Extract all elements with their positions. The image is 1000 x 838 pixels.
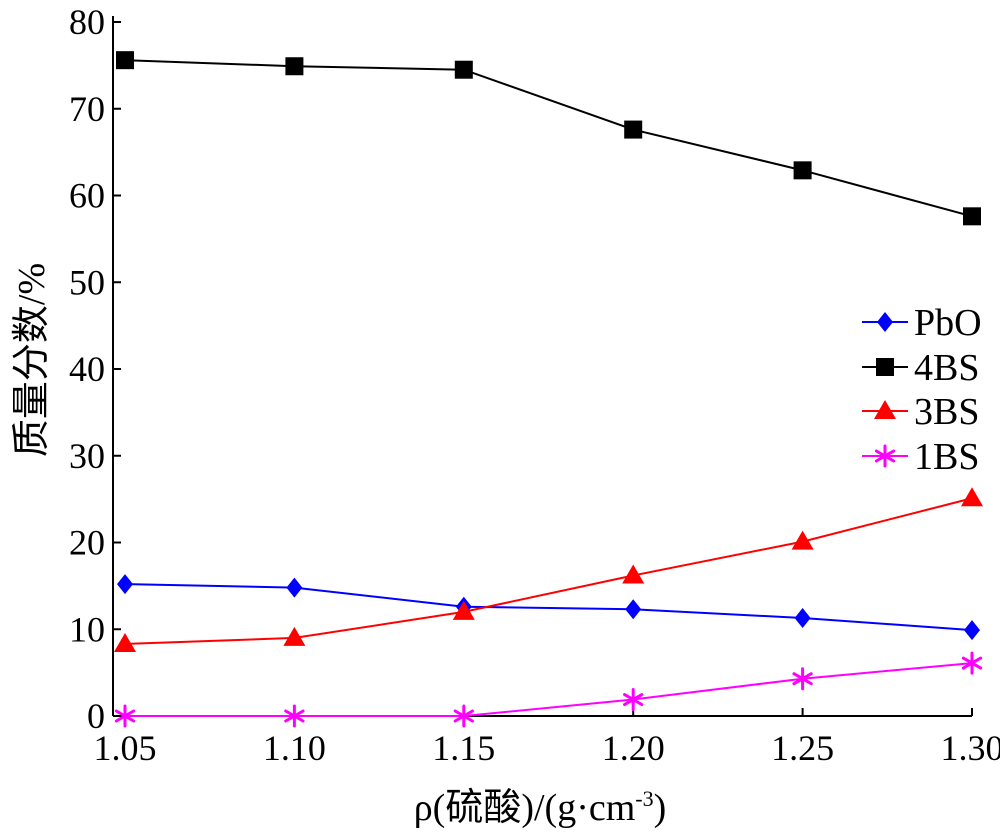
y-tick-label: 50 [69, 262, 105, 302]
y-tick-label: 60 [69, 176, 105, 216]
data-point [961, 487, 983, 506]
series-line [125, 584, 972, 630]
data-point [625, 599, 641, 619]
data-point [794, 161, 812, 179]
series-line [125, 60, 972, 216]
data-point [963, 207, 981, 225]
x-tick-label: 1.20 [602, 728, 665, 768]
y-tick-label: 20 [69, 523, 105, 563]
series-layer [114, 51, 983, 726]
series-4bs [116, 51, 981, 225]
y-tick-label: 30 [69, 436, 105, 476]
y-tick-label: 40 [69, 349, 105, 389]
legend-label: 1BS [914, 436, 979, 478]
legend-label: PbO [914, 302, 982, 344]
legend-marker [876, 358, 894, 376]
x-tick-label: 1.05 [94, 728, 157, 768]
y-tick-label: 70 [69, 89, 105, 129]
y-axis-title: 质量分数/% [11, 263, 53, 457]
x-tick-label: 1.30 [941, 728, 1000, 768]
data-point [455, 61, 473, 79]
series-line [125, 498, 972, 644]
data-point [285, 57, 303, 75]
data-point [964, 620, 980, 640]
x-tick-label: 1.10 [263, 728, 326, 768]
x-axis-title: ρ(硫酸)/(g·cm-3) [414, 786, 667, 829]
series-3bs [114, 487, 983, 652]
series-pbo [117, 574, 980, 640]
data-point [286, 578, 302, 598]
x-tick-label: 1.25 [771, 728, 834, 768]
legend-label: 4BS [914, 347, 979, 389]
x-tick-label: 1.15 [432, 728, 495, 768]
legend-marker [874, 400, 896, 419]
data-point [117, 574, 133, 594]
legend-item-pbo: PbO [862, 302, 982, 344]
legend-item-3bs: 3BS [862, 391, 979, 433]
data-point [116, 51, 134, 69]
legend-item-1bs: 1BS [862, 436, 979, 478]
y-tick-label: 80 [69, 2, 105, 42]
data-point [114, 633, 136, 652]
data-point [624, 121, 642, 139]
legend-marker [877, 312, 893, 332]
data-point [795, 608, 811, 628]
y-tick-label: 10 [69, 609, 105, 649]
legend-item-4bs: 4BS [862, 347, 979, 389]
legend-label: 3BS [914, 391, 979, 433]
series-line [125, 663, 972, 716]
